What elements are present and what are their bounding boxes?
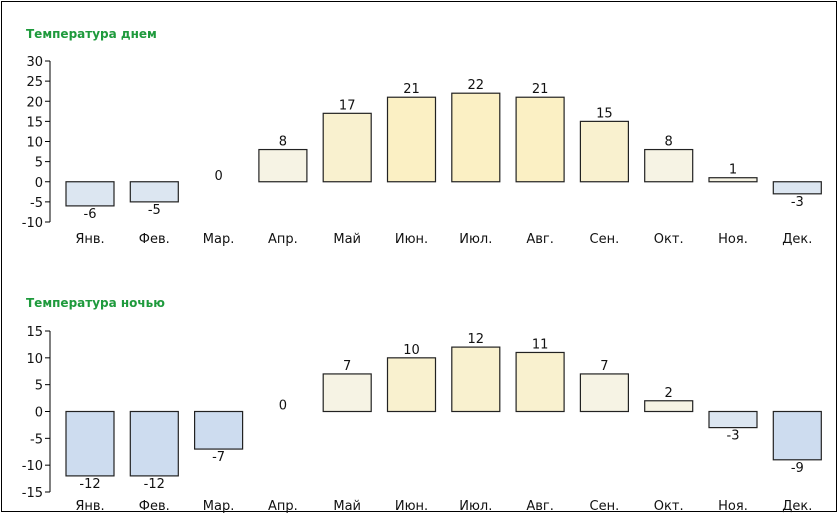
x-tick-label: Янв.: [75, 232, 104, 247]
bar: [644, 400, 694, 413]
bar-value-label: 15: [596, 106, 613, 121]
x-tick-label: Фев.: [139, 499, 170, 514]
bar: [386, 357, 437, 413]
bar: [579, 373, 630, 413]
y-tick-label: 10: [26, 352, 43, 367]
y-tick-label: -10: [22, 459, 43, 474]
y-tick-label: 0: [35, 176, 43, 191]
bar-value-label: -3: [727, 429, 740, 444]
y-tick-label: 0: [35, 406, 43, 421]
x-tick-label: Мар.: [203, 232, 235, 247]
x-tick-label: Апр.: [268, 499, 298, 514]
x-tick-label: Май: [333, 232, 361, 247]
bar-value-label: 21: [403, 82, 420, 97]
bar-value-label: 21: [532, 82, 549, 97]
x-tick-label: Июл.: [459, 499, 492, 514]
bar-value-label: 8: [279, 135, 287, 150]
bar: [451, 346, 501, 413]
bar-value-label: -6: [84, 207, 97, 222]
x-tick-label: Сен.: [590, 499, 620, 514]
bar-value-label: 0: [279, 399, 287, 414]
x-tick-label: Май: [333, 499, 361, 514]
bar: [129, 181, 179, 203]
y-tick-label: -5: [30, 432, 43, 447]
bar-value-label: 8: [665, 135, 673, 150]
y-tick-label: 30: [26, 55, 43, 70]
y-tick-label: -10: [22, 216, 43, 231]
x-tick-label: Окт.: [654, 232, 684, 247]
bar: [708, 410, 758, 429]
bar-value-label: 1: [729, 163, 737, 178]
bar-value-label: -5: [148, 203, 161, 218]
y-tick-label: -5: [30, 196, 43, 211]
y-tick-label: 20: [26, 95, 43, 110]
bar-value-label: 22: [468, 78, 485, 93]
bar: [65, 410, 115, 477]
bar: [258, 148, 308, 183]
x-tick-label: Мар.: [203, 499, 235, 514]
x-tick-label: Ноя.: [718, 499, 748, 514]
y-tick-label: 25: [26, 75, 43, 90]
x-tick-label: Авг.: [526, 232, 554, 247]
y-tick-label: 5: [35, 156, 43, 171]
bar: [129, 410, 179, 477]
bar-value-label: 10: [403, 343, 420, 358]
bar: [708, 177, 758, 183]
bar: [322, 112, 372, 183]
x-tick-label: Июн.: [395, 499, 428, 514]
bar: [579, 120, 630, 183]
bar-value-label: 17: [339, 98, 356, 113]
y-tick-label: 15: [26, 325, 43, 340]
x-tick-label: Сен.: [590, 232, 620, 247]
x-tick-label: Дек.: [782, 232, 812, 247]
bar: [772, 181, 822, 195]
bar-value-label: 2: [665, 386, 673, 401]
x-tick-label: Апр.: [268, 232, 298, 247]
bar: [65, 181, 115, 207]
bar: [515, 96, 565, 183]
bar-value-label: 7: [343, 359, 351, 374]
bar: [386, 96, 437, 183]
x-tick-label: Фев.: [139, 232, 170, 247]
x-tick-label: Июн.: [395, 232, 428, 247]
bar-value-label: 0: [214, 169, 222, 184]
bar: [644, 148, 694, 183]
bar-value-label: 11: [532, 337, 549, 352]
bar: [322, 373, 372, 413]
bar-value-label: 7: [600, 359, 608, 374]
y-tick-label: 10: [26, 136, 43, 151]
y-tick-label: 15: [26, 115, 43, 130]
y-tick-label: -15: [22, 486, 43, 501]
x-tick-label: Окт.: [654, 499, 684, 514]
x-tick-label: Авг.: [526, 499, 554, 514]
bar-value-label: -9: [791, 461, 804, 476]
bar: [194, 410, 244, 450]
bar: [772, 410, 822, 461]
bar: [451, 92, 501, 183]
bar-value-label: -7: [212, 450, 225, 465]
x-tick-label: Ноя.: [718, 232, 748, 247]
bar-value-label: -12: [144, 477, 165, 492]
bar: [515, 351, 565, 413]
chart-title-day: Температура днем: [26, 27, 157, 41]
bar-value-label: 12: [468, 332, 485, 347]
x-tick-label: Июл.: [459, 232, 492, 247]
chart-title-night: Температура ночью: [26, 296, 165, 310]
y-tick-label: 5: [35, 379, 43, 394]
x-tick-label: Дек.: [782, 499, 812, 514]
x-tick-label: Янв.: [75, 499, 104, 514]
bar-value-label: -3: [791, 195, 804, 210]
bar-value-label: -12: [79, 477, 100, 492]
